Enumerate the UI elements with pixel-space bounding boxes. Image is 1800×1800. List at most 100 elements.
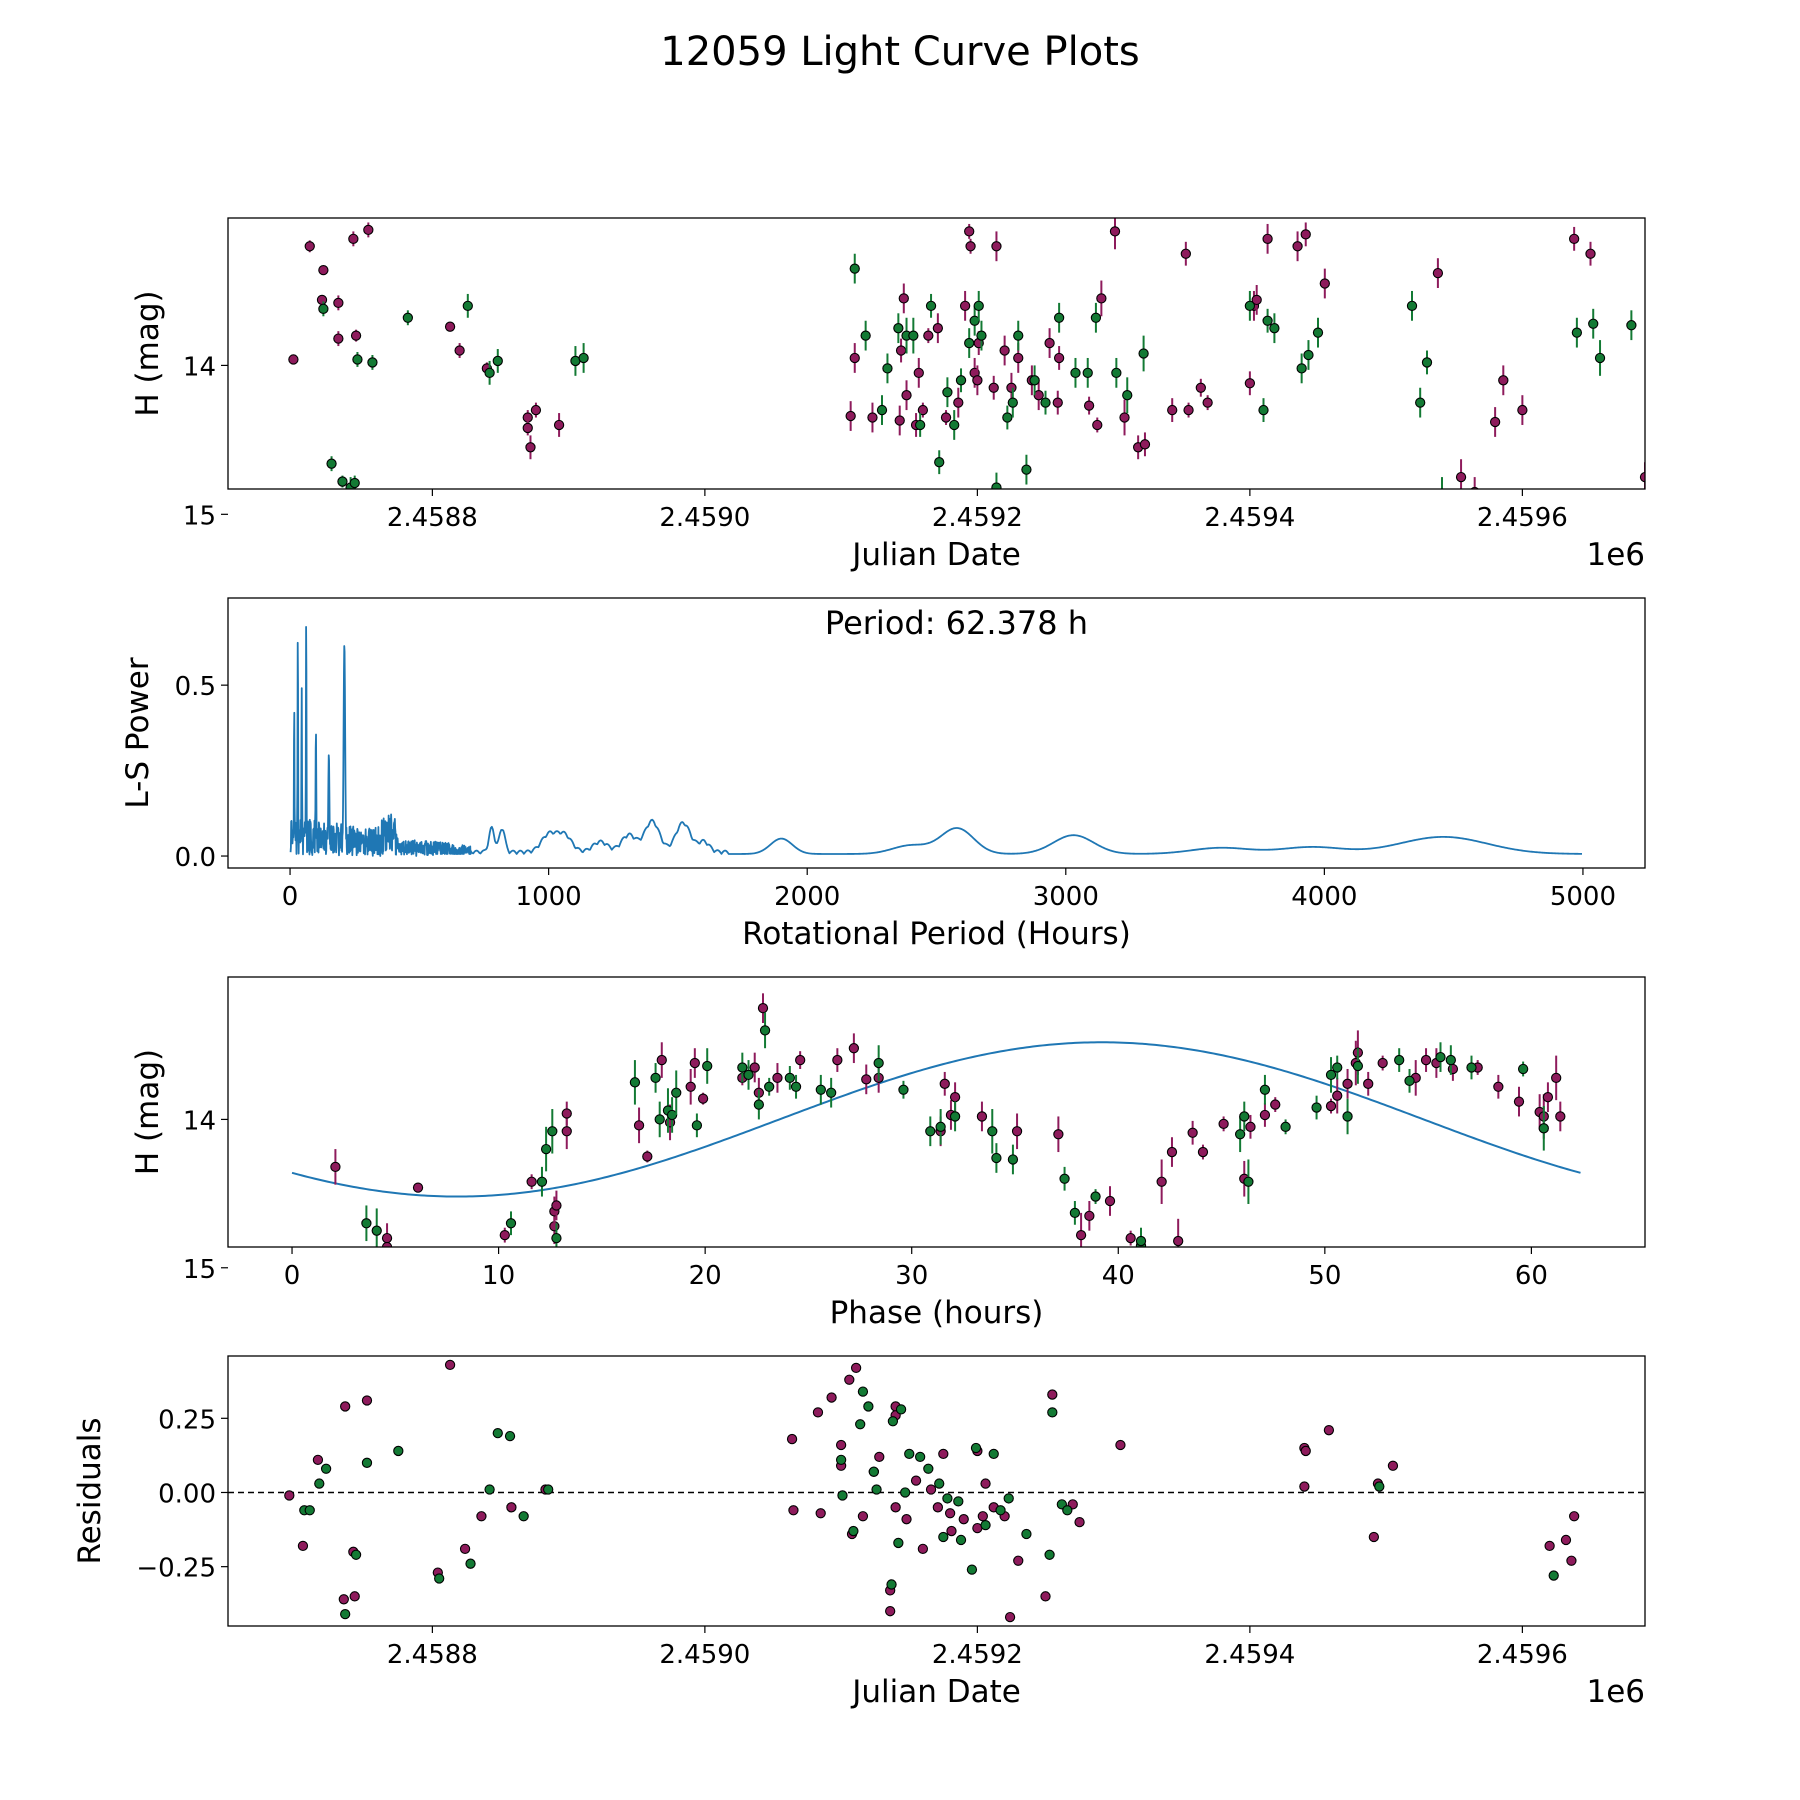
data-point [551,1232,562,1244]
data-point [1498,375,1509,386]
x-tick-label: 2.4590 [659,503,750,533]
data-point [1053,1129,1064,1140]
data-point [857,1511,869,1522]
data-point [1040,1591,1051,1602]
data-point [964,337,975,349]
series-filter_b [361,1012,1549,1247]
data-point [1082,367,1093,379]
data-point [304,1505,315,1516]
data-point [826,1392,837,1403]
data-point [1406,300,1418,312]
data-point [867,412,878,423]
plot-area [289,625,1583,857]
data-point [917,404,929,416]
data-point [1069,1207,1081,1219]
data-point [835,1439,847,1451]
data-point [860,330,871,341]
data-point [958,1514,969,1525]
data-point [1319,278,1330,289]
data-point [1555,1111,1566,1122]
data-point [772,1072,783,1084]
data-point [1040,397,1051,408]
data-point [923,330,934,341]
data-point [901,1514,912,1525]
data-point [837,1490,848,1501]
x-offset-label: 1e6 [1586,1674,1645,1710]
data-point [434,1573,445,1584]
data-point [885,1606,896,1617]
x-tick-label: 2.4596 [1477,503,1568,533]
data-point [1180,248,1191,259]
data-point [849,263,860,274]
data-point [1566,1555,1577,1566]
data-point [1002,412,1013,423]
data-point [976,1111,988,1122]
data-point [330,1161,341,1173]
data-point [1303,349,1314,361]
data-point [934,1478,945,1489]
data-point [1342,1111,1353,1122]
data-point [505,1218,517,1229]
data-point [499,1229,510,1241]
data-point [1299,1481,1310,1492]
data-point [1352,1060,1364,1072]
data-point [835,1454,847,1465]
data-point [1006,382,1017,393]
data-point [349,477,360,489]
data-point [1280,1121,1291,1132]
data-point [540,1143,552,1155]
data-point [1075,1229,1087,1241]
series-filter_b [299,1386,1559,1620]
phasefold-panel: 0 10 20 30 40 50 60 14 15 Phase (hours) H (mag) [130,976,1646,1331]
data-point [900,1487,911,1498]
data-point [988,382,999,393]
data-point [991,482,1002,489]
data-point [337,476,348,487]
x-axis-label: Julian Date [850,1674,1021,1710]
data-point [685,1081,696,1092]
data-point [940,412,952,423]
data-point [938,1448,949,1460]
data-point [749,1062,760,1073]
data-point [949,419,960,431]
data-point [988,1448,999,1460]
x-tick-label: 2.4588 [387,503,478,533]
data-point [939,1078,950,1089]
data-point [492,355,503,367]
data-point [1517,1063,1529,1075]
data-point [476,1511,487,1522]
data-point [350,1549,362,1560]
data-point [1090,1191,1101,1202]
data-point [1435,1051,1446,1063]
data-point [1332,1062,1343,1073]
data-point [367,357,378,368]
data-point [737,1062,748,1073]
plot-area [291,993,1581,1247]
data-point [1244,378,1256,389]
data-point [1262,233,1273,244]
data-point [1325,1069,1337,1081]
x-tick-label: 5000 [1550,882,1616,912]
data-point [1626,320,1637,331]
data-point [361,1218,372,1229]
data-point [371,1225,382,1236]
sinusoid-fit-line [291,1041,1581,1198]
data-point [702,1060,713,1072]
data-point [1296,363,1307,374]
data-point [1111,367,1122,379]
data-point [1166,1146,1178,1158]
axes-frame [227,597,1646,869]
lightcurve-panel: 2.4588 2.4590 2.4592 2.4594 2.4596 14 15 Julian… [130,217,1646,573]
data-point [923,1463,934,1474]
data-point [553,419,565,431]
axes-frame [227,976,1646,1248]
data-point [492,1427,503,1439]
data-point [1513,1096,1525,1107]
data-point [1096,293,1107,304]
data-point [363,224,374,236]
data-point [522,422,533,434]
data-point [1415,397,1426,408]
data-point [526,1176,537,1187]
data-point [1489,416,1501,428]
